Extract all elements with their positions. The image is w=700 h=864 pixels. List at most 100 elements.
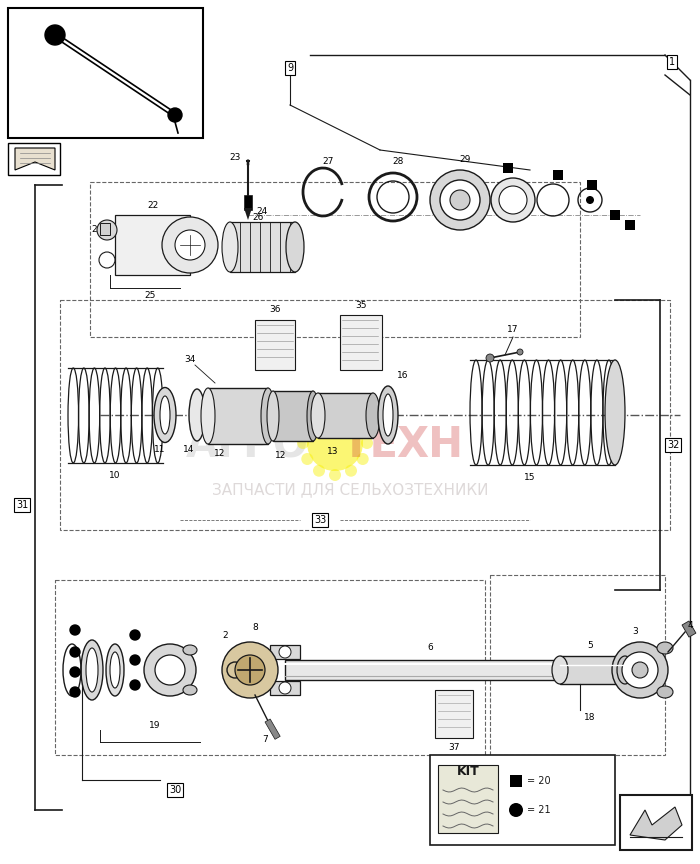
Bar (255, 320, 295, 370)
Circle shape (70, 687, 80, 697)
Text: 5: 5 (587, 640, 593, 650)
Bar (490, 575, 665, 755)
Text: 27: 27 (322, 157, 334, 167)
Text: 22: 22 (148, 200, 159, 209)
Bar (265, 719, 280, 740)
Circle shape (329, 469, 341, 481)
Ellipse shape (110, 652, 120, 688)
Text: KIT: KIT (456, 765, 480, 778)
Bar (8, 8, 203, 138)
Text: РО: РО (242, 424, 308, 466)
Text: 25: 25 (144, 290, 155, 300)
Bar (270, 681, 300, 695)
Ellipse shape (106, 644, 124, 696)
Text: 32: 32 (667, 440, 679, 450)
Circle shape (175, 230, 205, 260)
Bar (318, 393, 373, 438)
Text: 12: 12 (214, 449, 225, 459)
Text: ТЕ: ТЕ (342, 424, 398, 466)
Ellipse shape (160, 396, 170, 434)
Circle shape (517, 349, 523, 355)
Bar (90, 182, 580, 337)
Text: 13: 13 (328, 447, 339, 455)
Bar (8, 143, 60, 175)
Ellipse shape (261, 388, 275, 444)
Text: 15: 15 (524, 473, 536, 481)
Text: ХН: ХН (396, 424, 463, 466)
Text: 3: 3 (632, 627, 638, 637)
Ellipse shape (183, 645, 197, 655)
Bar (625, 220, 635, 230)
Circle shape (491, 178, 535, 222)
Text: 2: 2 (92, 226, 97, 234)
Ellipse shape (267, 391, 279, 441)
Text: 9: 9 (287, 63, 293, 73)
Text: 7: 7 (262, 735, 268, 745)
Bar (115, 215, 190, 275)
Ellipse shape (378, 386, 398, 444)
Ellipse shape (552, 656, 568, 684)
Text: 30: 30 (169, 785, 181, 795)
Circle shape (130, 680, 140, 690)
Ellipse shape (286, 222, 304, 272)
Circle shape (222, 642, 278, 698)
Text: 36: 36 (270, 306, 281, 314)
Circle shape (70, 647, 80, 657)
Circle shape (235, 655, 265, 685)
Text: АГ: АГ (186, 424, 244, 466)
Text: 34: 34 (184, 355, 196, 365)
Bar (503, 163, 513, 173)
Circle shape (313, 410, 325, 422)
Bar (435, 690, 473, 738)
Text: 17: 17 (508, 326, 519, 334)
Bar (560, 656, 625, 684)
Circle shape (632, 662, 648, 678)
Circle shape (162, 217, 218, 273)
Bar (208, 388, 268, 444)
Ellipse shape (81, 640, 103, 700)
Circle shape (97, 220, 117, 240)
Ellipse shape (307, 391, 319, 441)
Ellipse shape (154, 387, 176, 442)
Text: 18: 18 (584, 714, 596, 722)
Bar (273, 391, 313, 441)
Circle shape (622, 652, 658, 688)
Polygon shape (244, 208, 252, 220)
Circle shape (345, 410, 357, 422)
Text: 23: 23 (230, 154, 241, 162)
Circle shape (155, 655, 185, 685)
Text: 24: 24 (256, 207, 267, 217)
Circle shape (450, 190, 470, 210)
Text: 12: 12 (275, 452, 287, 461)
Circle shape (297, 437, 309, 449)
Bar (55, 580, 485, 755)
Bar (620, 795, 692, 850)
Circle shape (301, 453, 314, 465)
Text: 6: 6 (427, 644, 433, 652)
Circle shape (361, 437, 373, 449)
Ellipse shape (366, 393, 380, 438)
Circle shape (486, 354, 494, 362)
Bar (60, 300, 670, 530)
Circle shape (357, 421, 369, 433)
Ellipse shape (183, 685, 197, 695)
Ellipse shape (86, 648, 98, 692)
Bar (270, 645, 300, 659)
Text: 19: 19 (149, 721, 161, 729)
Bar (510, 775, 522, 787)
Text: 28: 28 (392, 157, 404, 167)
Circle shape (279, 682, 291, 694)
Text: 14: 14 (183, 446, 195, 454)
Bar (610, 210, 620, 220)
Text: 37: 37 (448, 744, 460, 753)
Text: 33: 33 (314, 515, 326, 525)
Ellipse shape (311, 393, 325, 438)
Circle shape (70, 625, 80, 635)
Text: 10: 10 (109, 471, 120, 480)
Circle shape (144, 644, 196, 696)
Circle shape (440, 180, 480, 220)
Text: 26: 26 (252, 213, 264, 223)
Bar (682, 621, 696, 637)
Circle shape (279, 646, 291, 658)
Circle shape (509, 803, 523, 817)
